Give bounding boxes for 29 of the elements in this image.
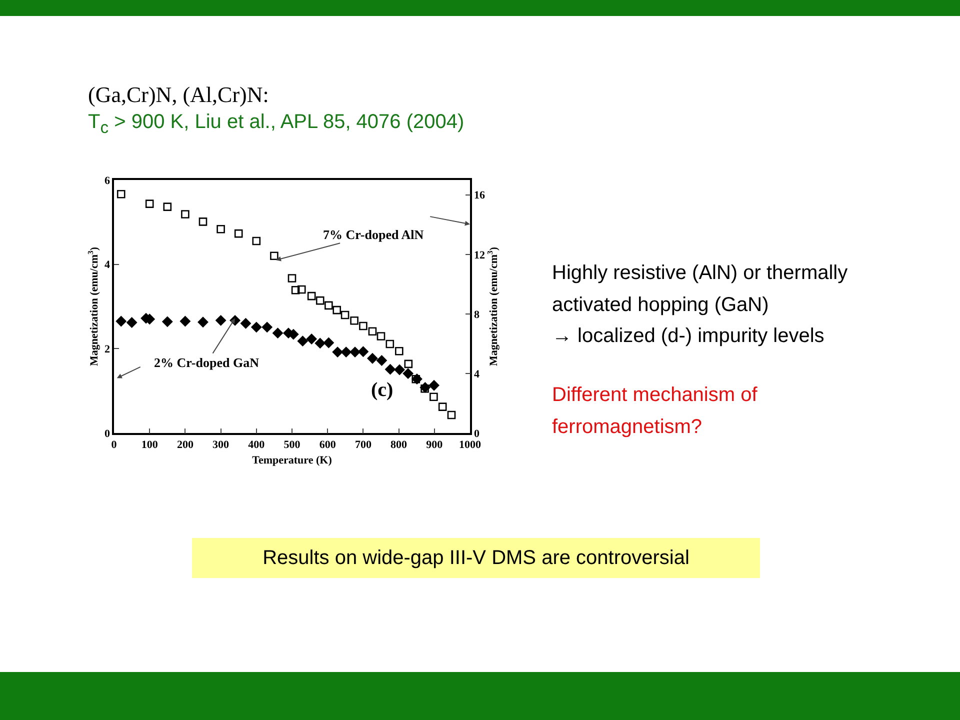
y2-tick-label: 16 <box>474 190 486 202</box>
annotation: 2% Cr-doped GaN <box>154 355 260 370</box>
chart-subtitle: T$_{c}$ > 900 K, Liu et al., APL 85, 4076 (2004) <box>88 111 464 138</box>
x-tick-label: 500 <box>284 438 301 451</box>
y-tick-label: 6 <box>104 174 111 187</box>
x-tick-label: 600 <box>319 438 336 451</box>
y2-tick-label: 8 <box>474 308 480 321</box>
x-axis-title: Temperature (K) <box>252 454 332 467</box>
y-tick-label: 0 <box>104 428 111 440</box>
x-tick-label: 100 <box>141 438 158 451</box>
y2-tick-label: 12 <box>474 249 486 262</box>
y-tick-label: 4 <box>104 259 111 272</box>
text: Results on wide-gap III-V DMS are controversial <box>192 538 760 578</box>
x-tick-label: 300 <box>212 438 230 451</box>
annotation: (c) <box>371 379 394 401</box>
y2-tick-label: 4 <box>474 368 480 380</box>
x-tick-label: 400 <box>248 438 266 451</box>
text: Highly resistive (AlN) or thermally activated hopping (GaN) <box>552 261 849 318</box>
x-tick-label: 1000 <box>459 438 482 451</box>
chart-title: (Ga,Cr)N, (Al,Cr)N: <box>88 82 269 108</box>
y-tick-label: 2 <box>104 344 111 356</box>
text: → localized (d-) impurity levels <box>552 324 826 349</box>
x-tick-label: 700 <box>354 438 372 451</box>
x-tick-label: 900 <box>426 438 444 451</box>
text: Different mechanism of ferromagnetism? <box>552 383 758 440</box>
annotation: 7% Cr-doped AlN <box>323 227 424 242</box>
y2-tick-label: 0 <box>474 428 480 440</box>
x-tick-label: 200 <box>176 438 194 451</box>
x-tick-label: 800 <box>390 438 408 451</box>
